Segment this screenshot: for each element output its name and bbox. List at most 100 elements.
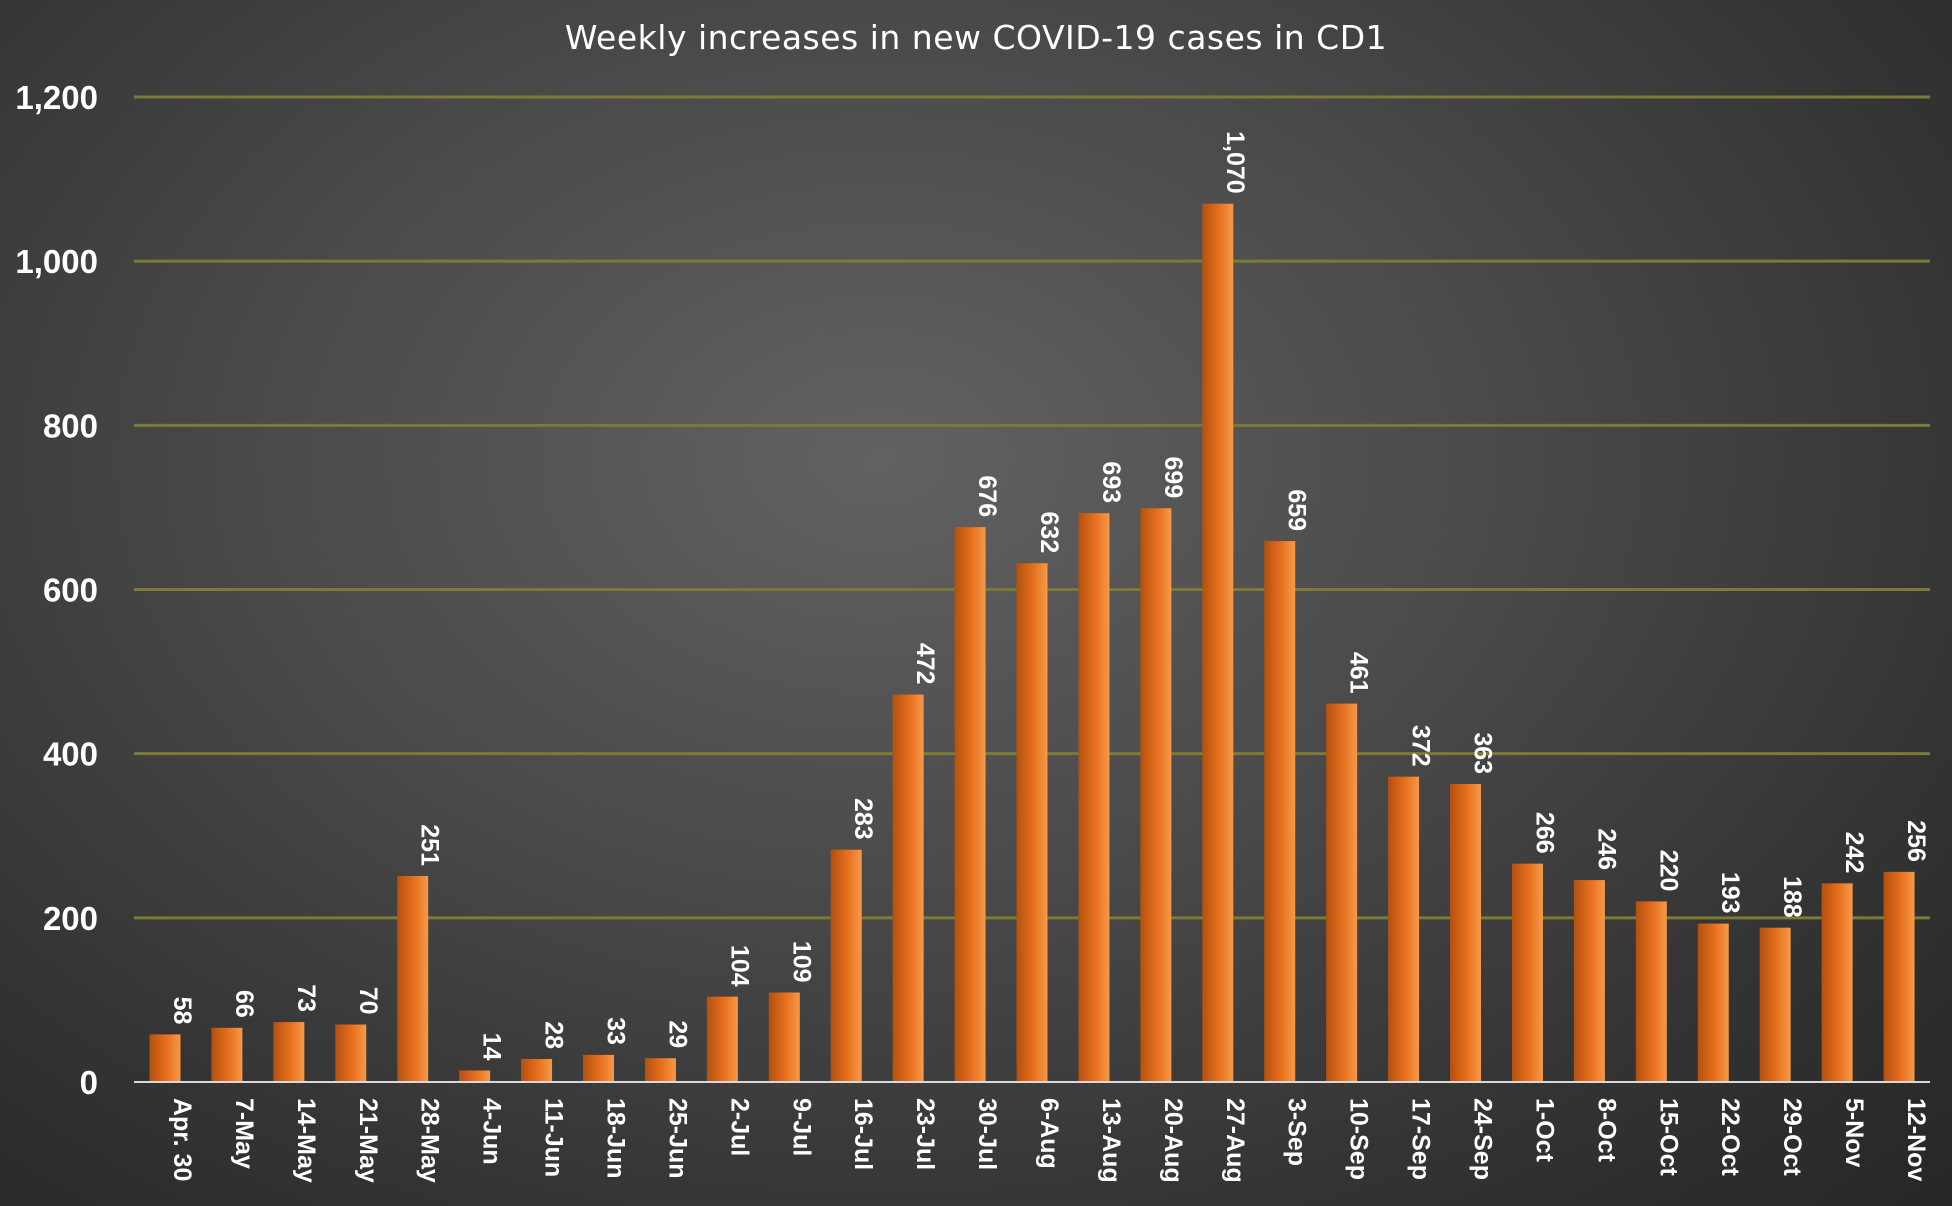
- bar: [1326, 703, 1358, 1082]
- y-tick-label: 0: [80, 1064, 98, 1101]
- data-label: 256: [1902, 820, 1930, 862]
- x-tick-label: 13-Aug: [1097, 1098, 1125, 1183]
- bar: [1759, 927, 1791, 1082]
- data-label: 33: [601, 1017, 629, 1045]
- x-tick-label: 3-Sep: [1283, 1098, 1311, 1166]
- bar: [1573, 880, 1605, 1082]
- data-label: 28: [540, 1021, 568, 1049]
- y-tick-label: 800: [43, 407, 98, 444]
- bar: [1016, 563, 1048, 1082]
- data-label: 188: [1778, 876, 1806, 918]
- bar: [1388, 776, 1420, 1082]
- x-tick-label: 18-Jun: [601, 1098, 629, 1179]
- bar: [1140, 508, 1172, 1082]
- bar: [1202, 203, 1234, 1083]
- data-label: 693: [1097, 461, 1125, 503]
- x-tick-label: 4-Jun: [478, 1098, 506, 1165]
- x-tick-label: 24-Sep: [1469, 1098, 1497, 1180]
- bar: [273, 1022, 305, 1082]
- bar: [335, 1024, 367, 1082]
- x-tick-label: 22-Oct: [1716, 1098, 1744, 1176]
- data-label: 73: [292, 984, 320, 1012]
- bar: [1511, 863, 1543, 1082]
- chart-title: Weekly increases in new COVID-19 cases i…: [564, 18, 1388, 57]
- bars: [149, 203, 1915, 1083]
- x-tick-label: 1-Oct: [1530, 1098, 1558, 1163]
- x-tick-label: 5-Nov: [1840, 1098, 1868, 1168]
- bar: [1264, 541, 1296, 1082]
- bar: [1078, 513, 1110, 1082]
- bar: [954, 527, 986, 1082]
- x-tick-label: 10-Sep: [1345, 1098, 1373, 1180]
- bar: [149, 1034, 181, 1082]
- bar: [397, 875, 429, 1082]
- x-axis-tick-labels: Apr. 30 7-May 14-May 21-May 28-May 4-Jun 11-Ju…: [168, 1098, 1930, 1183]
- data-label: 676: [973, 475, 1001, 517]
- x-tick-label: 17-Sep: [1407, 1098, 1435, 1180]
- data-label: 266: [1530, 812, 1558, 854]
- data-label: 659: [1283, 489, 1311, 531]
- data-label: 220: [1654, 850, 1682, 892]
- x-tick-label: 27-Aug: [1221, 1098, 1249, 1183]
- data-label: 109: [787, 941, 815, 983]
- bar: [1450, 784, 1482, 1082]
- data-label: 242: [1840, 832, 1868, 874]
- data-label: 283: [849, 798, 877, 840]
- data-label: 66: [230, 990, 258, 1018]
- bar: [582, 1054, 614, 1082]
- x-tick-label: 25-Jun: [663, 1098, 691, 1179]
- data-labels: 58 66 73 70 251 14 28 33 29 104 109 283 472 676 632 693…: [168, 131, 1930, 1060]
- x-tick-label: 6-Aug: [1035, 1098, 1063, 1169]
- data-label: 58: [168, 997, 196, 1025]
- data-label: 104: [725, 945, 753, 987]
- x-tick-label: 9-Jul: [787, 1098, 815, 1156]
- x-tick-label: 29-Oct: [1778, 1098, 1806, 1176]
- bar: [644, 1058, 676, 1082]
- x-tick-label: 11-Jun: [540, 1098, 568, 1177]
- y-tick-label: 1,200: [15, 79, 98, 116]
- bar: [1821, 883, 1853, 1082]
- bar: [768, 992, 800, 1082]
- x-tick-label: 20-Aug: [1159, 1098, 1187, 1183]
- x-tick-label: 14-May: [292, 1098, 320, 1183]
- x-tick-label: 16-Jul: [849, 1098, 877, 1170]
- bar: [892, 694, 924, 1082]
- y-tick-label: 200: [43, 900, 98, 937]
- data-label: 14: [478, 1033, 506, 1061]
- x-tick-label: 21-May: [354, 1098, 382, 1183]
- data-label: 70: [354, 987, 382, 1015]
- x-tick-label: Apr. 30: [168, 1098, 196, 1181]
- data-label: 251: [416, 824, 444, 866]
- bar: [211, 1027, 243, 1082]
- bar: [706, 996, 738, 1082]
- x-tick-label: 28-May: [416, 1098, 444, 1183]
- y-tick-label: 600: [43, 572, 98, 609]
- bar: [1883, 871, 1915, 1082]
- data-label: 372: [1407, 725, 1435, 767]
- x-tick-label: 2-Jul: [725, 1098, 753, 1156]
- x-tick-label: 12-Nov: [1902, 1098, 1930, 1181]
- bar: [521, 1059, 553, 1082]
- x-tick-label: 15-Oct: [1654, 1098, 1682, 1176]
- y-axis-tick-labels: 0 200 400 600 800 1,000 1,200: [15, 79, 98, 1101]
- data-label: 461: [1345, 652, 1373, 694]
- bar: [1697, 923, 1729, 1082]
- data-label: 472: [911, 643, 939, 685]
- x-tick-label: 23-Jul: [911, 1098, 939, 1170]
- data-label: 363: [1469, 732, 1497, 774]
- data-label: 29: [663, 1020, 691, 1048]
- bar: [830, 849, 862, 1082]
- y-tick-label: 1,000: [15, 243, 98, 280]
- y-tick-label: 400: [43, 736, 98, 773]
- data-label: 246: [1592, 828, 1620, 870]
- x-tick-label: 7-May: [230, 1098, 258, 1169]
- x-tick-label: 8-Oct: [1592, 1098, 1620, 1163]
- data-label: 1,070: [1221, 131, 1249, 194]
- data-label: 699: [1159, 457, 1187, 499]
- data-label: 193: [1716, 872, 1744, 914]
- x-tick-label: 30-Jul: [973, 1098, 1001, 1170]
- bar: [1635, 901, 1667, 1082]
- data-label: 632: [1035, 512, 1063, 554]
